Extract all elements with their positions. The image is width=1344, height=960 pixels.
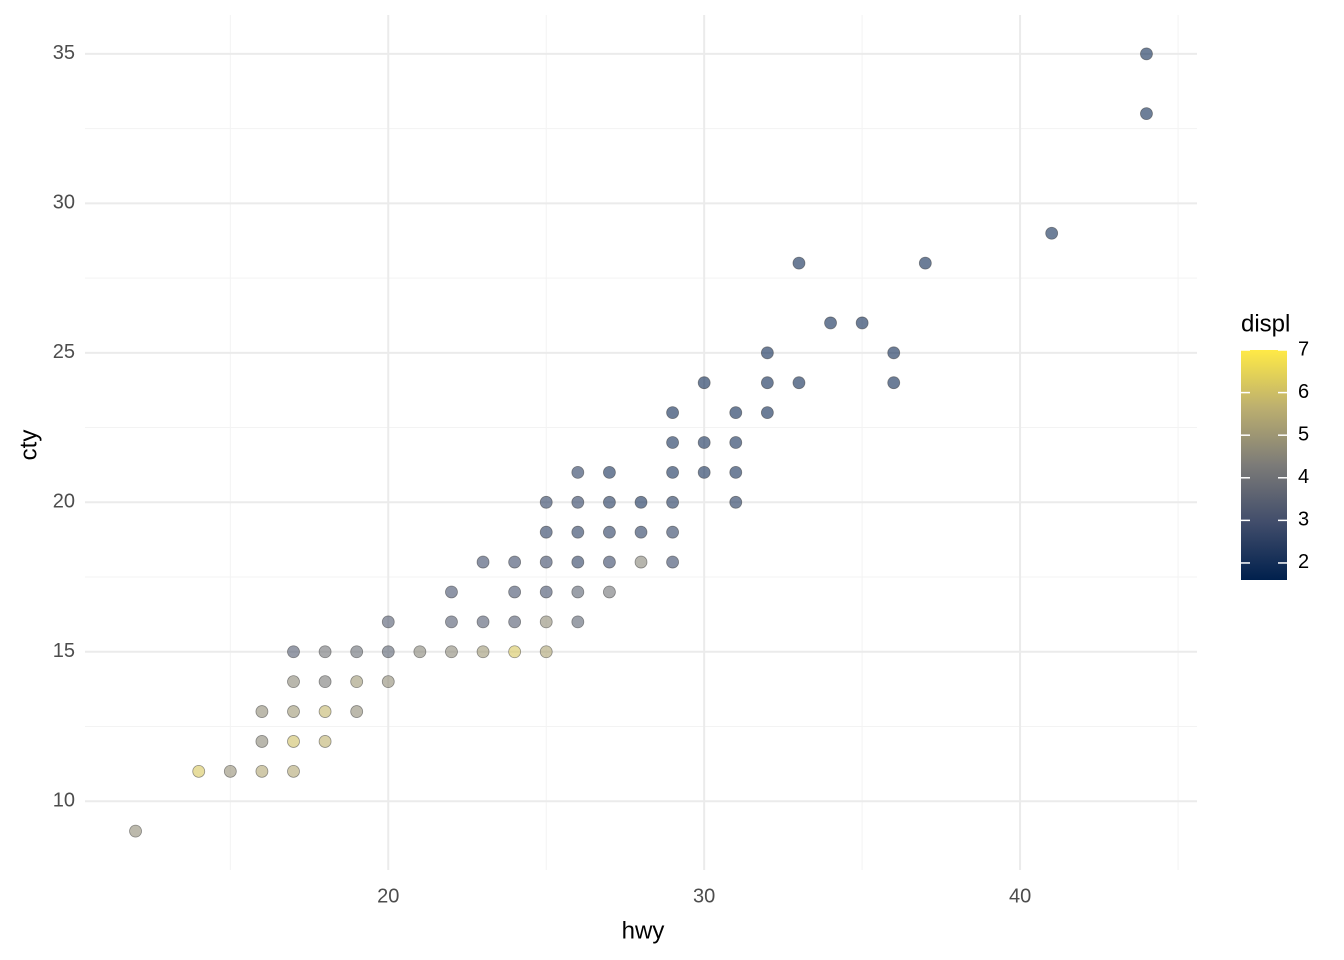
point [508,555,522,569]
point [603,585,616,599]
point [318,705,332,718]
point [476,645,490,659]
point [760,406,774,420]
colorbar [1241,350,1287,580]
point [287,764,300,778]
y-tick-label: 30 [53,192,75,214]
point [603,555,616,569]
point [318,675,332,689]
point [539,525,553,539]
point [666,555,679,569]
point [697,376,711,390]
point [666,436,679,449]
point [413,645,427,659]
point [539,615,553,629]
point [887,376,901,390]
x-tick-label: 40 [1009,885,1031,907]
point [445,615,458,629]
point [539,585,553,599]
point [760,376,774,390]
legend-tick-label: 4 [1298,466,1309,488]
point [508,645,522,659]
point [1045,226,1059,240]
point [887,346,901,360]
point [287,675,300,689]
point [445,645,458,659]
point [287,705,300,718]
point [129,824,142,838]
point [445,585,458,599]
point [697,465,711,479]
legend-tick-label: 3 [1298,509,1309,531]
y-tick-label: 15 [53,640,75,662]
point [603,525,616,539]
point [350,645,364,659]
point [697,436,711,449]
x-axis-label: hwy [622,917,665,944]
legend-tick-label: 2 [1298,551,1309,573]
point [729,495,743,509]
point [255,735,269,748]
point [539,555,553,569]
point [729,465,743,479]
point [603,495,616,509]
point [287,735,300,748]
point [571,525,585,539]
y-tick-label: 10 [53,790,75,812]
point [255,705,269,718]
point [539,495,553,509]
point [634,495,648,509]
point [634,525,648,539]
point [318,645,332,659]
point [192,764,206,778]
point [255,764,269,778]
legend-tick-label: 6 [1298,381,1309,403]
point [666,406,679,420]
point [792,256,806,270]
x-tick-label: 20 [377,885,399,907]
point [571,465,585,479]
point [539,645,553,659]
point [792,376,806,390]
point [760,346,774,360]
point [287,645,300,659]
point [666,495,679,509]
point [571,555,585,569]
y-tick-label: 20 [53,491,75,513]
x-tick-label: 30 [693,885,715,907]
point [223,764,237,778]
point [1140,47,1153,61]
point [666,465,679,479]
point [381,645,395,659]
point [571,495,585,509]
point [634,555,648,569]
y-axis-label: cty [15,430,42,461]
point [855,316,869,330]
point [381,615,395,629]
point [508,615,522,629]
legend-tick-label: 7 [1298,338,1309,360]
point [666,525,679,539]
point [571,615,585,629]
point [824,316,837,330]
point [729,436,743,449]
point [476,555,490,569]
legend-tick-label: 5 [1298,423,1309,445]
point [729,406,743,420]
point [1140,107,1153,121]
point [571,585,585,599]
point [318,735,332,748]
point [350,705,364,718]
point [476,615,490,629]
point [918,256,932,270]
y-tick-label: 35 [53,42,75,64]
point [508,585,522,599]
point [350,675,364,689]
point [603,465,616,479]
legend-title: displ [1241,310,1290,337]
point [381,675,395,689]
y-tick-label: 25 [53,341,75,363]
